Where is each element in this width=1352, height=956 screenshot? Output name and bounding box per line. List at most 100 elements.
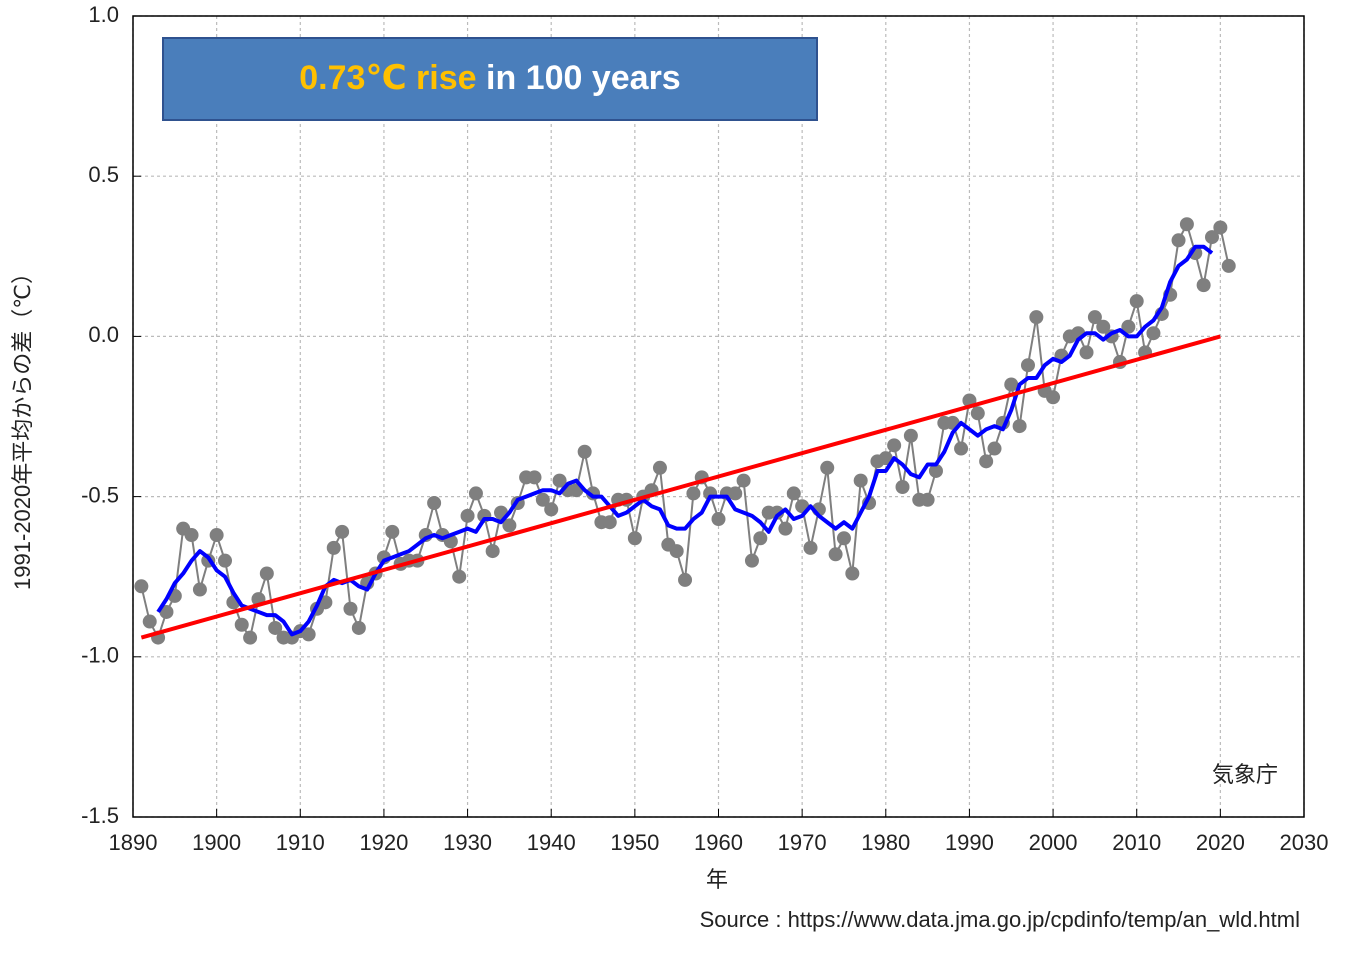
data-point bbox=[159, 604, 174, 619]
data-point bbox=[535, 492, 550, 507]
x-tick-label: 2000 bbox=[1029, 830, 1078, 855]
data-point bbox=[209, 528, 224, 543]
credit: 気象庁 bbox=[1212, 762, 1278, 787]
annotation-box bbox=[162, 37, 818, 121]
data-point bbox=[602, 515, 617, 530]
data-point bbox=[1129, 294, 1144, 309]
data-point bbox=[1196, 278, 1211, 293]
data-point bbox=[987, 441, 1002, 456]
x-tick-label: 1900 bbox=[192, 830, 241, 855]
data-point bbox=[903, 428, 918, 443]
data-point bbox=[711, 512, 726, 527]
y-axis-title: 1991-2020年平均からの差（℃） bbox=[10, 262, 35, 590]
source: Source : https://www.data.jma.go.jp/cpdi… bbox=[700, 907, 1300, 932]
data-point bbox=[243, 630, 258, 645]
data-point bbox=[979, 454, 994, 469]
data-point bbox=[744, 553, 759, 568]
data-point bbox=[1020, 358, 1035, 373]
data-point bbox=[268, 620, 283, 635]
data-point bbox=[652, 460, 667, 475]
data-point bbox=[234, 617, 249, 632]
x-tick-label: 1890 bbox=[109, 830, 158, 855]
data-point bbox=[678, 572, 693, 587]
data-point bbox=[351, 620, 366, 635]
data-point bbox=[770, 505, 785, 520]
data-point bbox=[1079, 345, 1094, 360]
data-point bbox=[803, 540, 818, 555]
data-point bbox=[1204, 230, 1219, 245]
x-tick-label: 1910 bbox=[276, 830, 325, 855]
data-point bbox=[686, 486, 701, 501]
data-point bbox=[1121, 319, 1136, 334]
annotation: 0.73℃ rise in 100 years bbox=[299, 59, 680, 97]
series-line bbox=[140, 334, 1221, 640]
data-point bbox=[778, 521, 793, 536]
data-point bbox=[920, 492, 935, 507]
data-point bbox=[1179, 217, 1194, 232]
data-point bbox=[460, 508, 475, 523]
x-tick-label: 1990 bbox=[945, 830, 994, 855]
series-line bbox=[156, 244, 1214, 637]
data-point bbox=[1221, 258, 1236, 273]
annotation-text: in 100 years bbox=[486, 59, 681, 97]
data-point bbox=[485, 544, 500, 559]
data-point bbox=[142, 614, 157, 629]
data-point bbox=[1029, 310, 1044, 325]
data-point bbox=[669, 544, 684, 559]
x-axis-title: 年 bbox=[706, 867, 728, 892]
data-point bbox=[1213, 220, 1228, 235]
x-tick-label: 1950 bbox=[610, 830, 659, 855]
grid bbox=[132, 15, 1305, 818]
marks bbox=[134, 217, 1236, 645]
data-point bbox=[218, 553, 233, 568]
data-point bbox=[895, 479, 910, 494]
data-point bbox=[343, 601, 358, 616]
data-point bbox=[970, 406, 985, 421]
data-point bbox=[836, 531, 851, 546]
x-tick-label: 1920 bbox=[359, 830, 408, 855]
data-point bbox=[728, 486, 743, 501]
data-point bbox=[326, 540, 341, 555]
data-point bbox=[192, 582, 207, 597]
data-point bbox=[1046, 390, 1061, 405]
data-point bbox=[1096, 319, 1111, 334]
data-point bbox=[259, 566, 274, 581]
data-point bbox=[385, 524, 400, 539]
data-point bbox=[845, 566, 860, 581]
data-point bbox=[502, 518, 517, 533]
data-point bbox=[1004, 377, 1019, 392]
data-point bbox=[335, 524, 350, 539]
data-point bbox=[468, 486, 483, 501]
data-point bbox=[1171, 233, 1186, 248]
y-tick-label: -0.5 bbox=[81, 482, 119, 507]
data-point bbox=[820, 460, 835, 475]
annotation-highlight: 0.73℃ rise bbox=[299, 59, 476, 97]
y-tick-label: -1.5 bbox=[81, 803, 119, 828]
data-point bbox=[928, 463, 943, 478]
x-tick-label: 2030 bbox=[1280, 830, 1329, 855]
x-tick-label: 1980 bbox=[861, 830, 910, 855]
data-point bbox=[828, 547, 843, 562]
y-tick-label: 0.5 bbox=[88, 162, 119, 187]
x-tick-label: 1970 bbox=[778, 830, 827, 855]
y-tick-label: 0.0 bbox=[88, 322, 119, 347]
data-point bbox=[1012, 419, 1027, 434]
y-tick-label: 1.0 bbox=[88, 2, 119, 27]
x-tick-label: 1940 bbox=[527, 830, 576, 855]
data-point bbox=[134, 579, 149, 594]
data-point bbox=[544, 502, 559, 517]
data-point bbox=[786, 486, 801, 501]
data-point bbox=[736, 473, 751, 488]
plot-frame bbox=[132, 15, 1305, 818]
data-point bbox=[1146, 326, 1161, 341]
data-point bbox=[301, 627, 316, 642]
x-tick-label: 1960 bbox=[694, 830, 743, 855]
y-tick-label: -1.0 bbox=[81, 643, 119, 668]
x-tick-label: 1930 bbox=[443, 830, 492, 855]
data-point bbox=[527, 470, 542, 485]
data-point bbox=[427, 496, 442, 511]
data-point bbox=[184, 528, 199, 543]
data-point bbox=[954, 441, 969, 456]
data-point bbox=[878, 451, 893, 466]
